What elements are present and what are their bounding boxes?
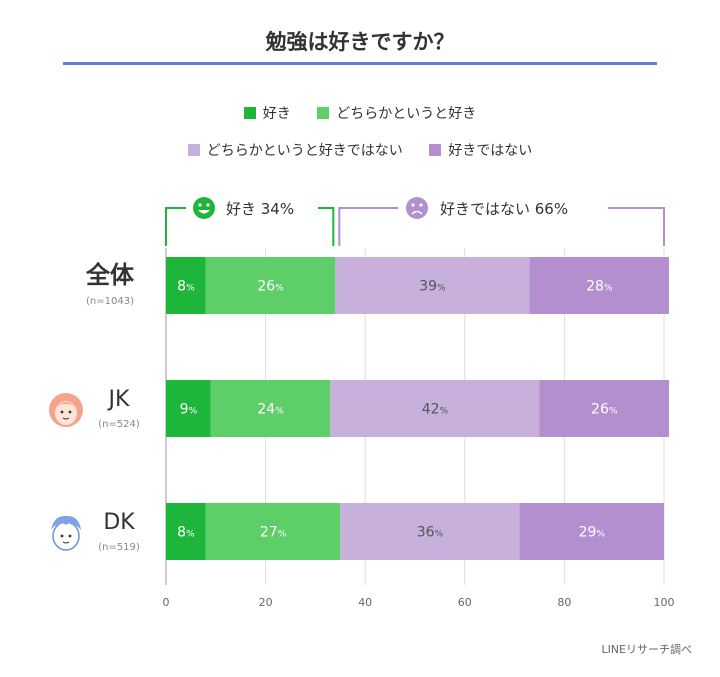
bar-segment bbox=[166, 380, 211, 437]
legend-swatch-somewhat-dislike bbox=[187, 144, 200, 156]
bar-value-label: 29% bbox=[579, 525, 606, 541]
bar-segment bbox=[205, 257, 336, 314]
x-tick-label: 60 bbox=[458, 596, 472, 609]
bar-segment bbox=[166, 257, 206, 314]
bar-value-label: 39% bbox=[419, 279, 446, 295]
bar-value-label: 8% bbox=[177, 525, 195, 541]
category-label: 全体 bbox=[85, 261, 135, 289]
title-underline bbox=[63, 62, 657, 65]
bar-value-label: 28% bbox=[586, 279, 613, 295]
bar-segment bbox=[539, 380, 669, 437]
legend-label-somewhat-like: どちらかというと好き bbox=[336, 106, 477, 122]
legend-item-like: 好き bbox=[243, 103, 291, 123]
category-label: JK bbox=[107, 387, 130, 412]
bar-value-label: 9% bbox=[180, 402, 198, 418]
dislike-bracket-label: 好きではない 66% bbox=[440, 200, 568, 218]
bar-value-label: 24% bbox=[257, 402, 284, 418]
x-tick-label: 40 bbox=[358, 596, 372, 609]
x-tick-label: 20 bbox=[259, 596, 273, 609]
bar-value-label: 36% bbox=[417, 525, 444, 541]
bar-segment bbox=[205, 503, 341, 560]
bar-segment bbox=[210, 380, 331, 437]
like-bracket-label: 好き 34% bbox=[226, 200, 294, 218]
legend-swatch-like bbox=[243, 107, 256, 119]
x-tick-label: 80 bbox=[557, 596, 571, 609]
bar-segment bbox=[519, 503, 664, 560]
legend-row-2: どちらかというと好きではない 好きではない bbox=[0, 140, 720, 160]
bar-segment bbox=[335, 257, 530, 314]
legend-item-somewhat-like: どちらかというと好き bbox=[317, 103, 476, 123]
smile-face-icon bbox=[193, 197, 215, 219]
legend-label-like: 好き bbox=[262, 106, 291, 122]
x-tick-label: 0 bbox=[163, 596, 170, 609]
like-bracket bbox=[165, 207, 335, 246]
legend-row-1: 好き どちらかというと好き bbox=[0, 103, 720, 123]
sad-face-icon bbox=[406, 197, 428, 219]
legend-item-dislike: 好きではない bbox=[429, 140, 532, 160]
category-sample-size: (n=524) bbox=[98, 419, 140, 430]
category-sample-size: (n=519) bbox=[98, 542, 140, 553]
legend-label-dislike: 好きではない bbox=[448, 143, 533, 159]
x-tick-label: 100 bbox=[654, 596, 675, 609]
legend-label-somewhat-dislike: どちらかというと好きではない bbox=[206, 143, 403, 159]
bar-segment bbox=[330, 380, 540, 437]
bar-value-label: 26% bbox=[591, 402, 618, 418]
girl-face-icon bbox=[49, 393, 83, 427]
legend-swatch-somewhat-like bbox=[317, 107, 330, 119]
chart-title: 勉強は好きですか？ bbox=[265, 30, 455, 54]
bar-value-label: 27% bbox=[260, 525, 287, 541]
bar-segment bbox=[340, 503, 520, 560]
bar-value-label: 26% bbox=[257, 279, 284, 295]
category-label: DK bbox=[103, 510, 135, 535]
bar-value-label: 8% bbox=[177, 279, 195, 295]
category-sample-size: (n=1043) bbox=[86, 296, 134, 307]
source-credit: LINEリサーチ調べ bbox=[601, 643, 692, 656]
legend-item-somewhat-dislike: どちらかというと好きではない bbox=[187, 140, 403, 160]
dislike-bracket bbox=[338, 207, 665, 246]
bar-segment bbox=[529, 257, 669, 314]
boy-face-icon bbox=[51, 515, 81, 551]
legend-swatch-dislike bbox=[429, 144, 442, 156]
bar-value-label: 42% bbox=[422, 402, 449, 418]
bar-segment bbox=[166, 503, 206, 560]
